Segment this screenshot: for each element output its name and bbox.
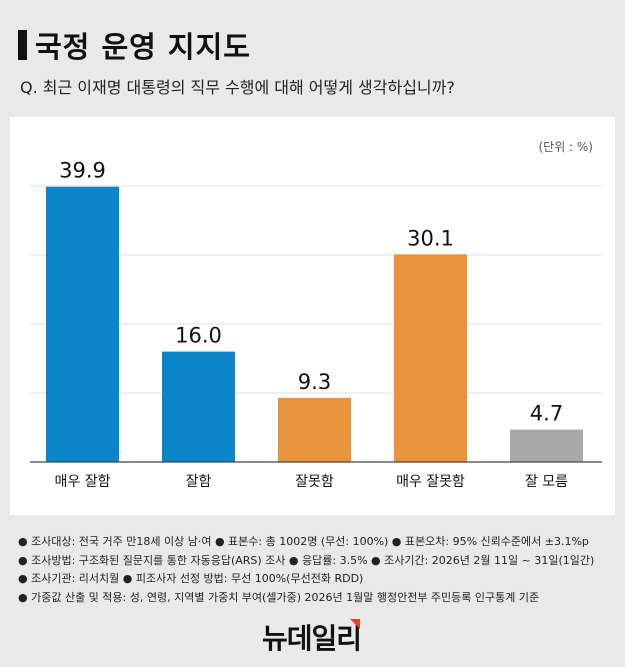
note-line: ● 조사방법: 구조화된 질문지를 통한 자동응답(ARS) 조사 ● 응답률:… [18,553,595,567]
note-line: ● 가중값 산출 및 적용: 성, 연령, 지역별 가중치 부여(셀가중) 20… [18,590,540,604]
logo-text: 뉴데일리 [262,622,362,655]
title-bar-mark [18,30,27,60]
category-label: 잘못함 [295,474,334,490]
note-line: ● 조사대상: 전국 거주 만18세 이상 남·여 ● 표본수: 총 1002명… [18,535,589,548]
note-line: ● 조사기관: 리서치월 ● 피조사자 선정 방법: 무선 100%(무선전화 … [18,572,364,585]
data-label: 39.9 [59,159,106,183]
bar [510,429,583,462]
data-label: 4.7 [530,402,563,426]
chart-title: 국정 운영 지지도 [18,24,251,66]
bar [46,186,119,462]
bar [162,351,235,462]
survey-question: Q. 최근 이재명 대통령의 직무 수행에 대해 어떻게 생각하십니까? [20,78,455,97]
newdaily-logo: 뉴데일리 [262,617,362,657]
category-label: 잘 모름 [525,474,568,490]
data-label: 30.1 [407,226,454,250]
category-label: 잘함 [186,474,212,490]
bar [394,254,467,462]
unit-label: (단위 : %) [538,140,593,154]
category-label: 매우 잘못함 [396,474,465,490]
category-label: 매우 잘함 [55,474,111,490]
survey-notes: ● 조사대상: 전국 거주 만18세 이상 남·여 ● 표본수: 총 1002명… [18,533,594,607]
data-label: 16.0 [175,324,222,348]
data-label: 9.3 [298,370,331,394]
bar [278,397,351,462]
title-text: 국정 운영 지지도 [35,30,251,64]
logo-accent [350,619,360,629]
